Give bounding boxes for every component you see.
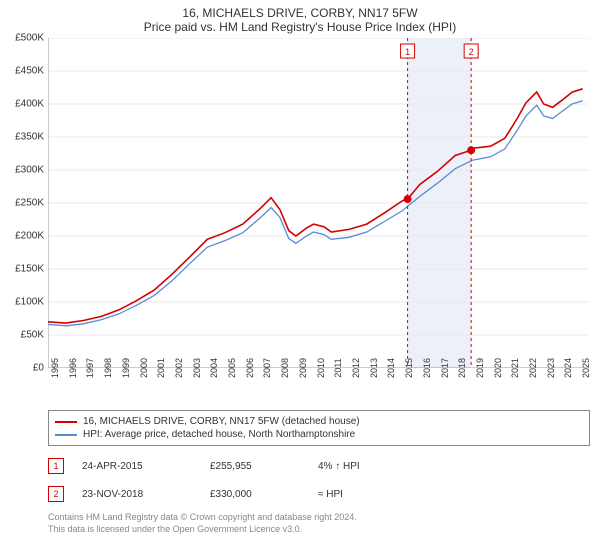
attribution-line: Contains HM Land Registry data © Crown c… <box>48 512 590 524</box>
x-axis-label: 2007 <box>260 358 272 378</box>
sale-marker-box: 2 <box>48 486 64 502</box>
x-axis-label: 2016 <box>420 358 432 378</box>
y-axis-label: £350K <box>15 132 48 143</box>
x-axis-label: 2023 <box>544 358 556 378</box>
x-axis-label: 2012 <box>349 358 361 378</box>
sale-price: £255,955 <box>210 461 300 472</box>
x-axis-label: 2010 <box>314 358 326 378</box>
y-axis-label: £400K <box>15 99 48 110</box>
y-axis-label: £450K <box>15 66 48 77</box>
sale-price: £330,000 <box>210 489 300 500</box>
sale-delta: ≈ HPI <box>318 489 343 500</box>
x-axis-label: 2014 <box>384 358 396 378</box>
x-axis-label: 2002 <box>172 358 184 378</box>
sale-date: 24-APR-2015 <box>82 461 192 472</box>
x-axis-label: 2013 <box>367 358 379 378</box>
legend-item: 16, MICHAELS DRIVE, CORBY, NN17 5FW (det… <box>55 415 583 428</box>
svg-text:2: 2 <box>469 47 474 57</box>
x-axis-label: 2019 <box>473 358 485 378</box>
y-axis-label: £0 <box>33 363 48 374</box>
x-axis-label: 2022 <box>526 358 538 378</box>
x-axis-label: 2001 <box>154 358 166 378</box>
x-axis-label: 2006 <box>243 358 255 378</box>
x-axis-label: 2018 <box>455 358 467 378</box>
legend-item: HPI: Average price, detached house, Nort… <box>55 428 583 441</box>
x-axis-label: 1995 <box>48 358 60 378</box>
chart-container: 16, MICHAELS DRIVE, CORBY, NN17 5FW Pric… <box>0 0 600 560</box>
y-axis-label: £250K <box>15 198 48 209</box>
x-axis-label: 2020 <box>491 358 503 378</box>
y-axis-label: £50K <box>21 330 48 341</box>
x-axis-label: 2017 <box>438 358 450 378</box>
sale-delta: 4% ↑ HPI <box>318 461 360 472</box>
sale-date: 23-NOV-2018 <box>82 489 192 500</box>
x-axis-label: 2021 <box>508 358 520 378</box>
y-axis-label: £300K <box>15 165 48 176</box>
x-axis-label: 1998 <box>101 358 113 378</box>
x-axis-label: 2015 <box>402 358 414 378</box>
legend-label: HPI: Average price, detached house, Nort… <box>83 429 355 440</box>
x-axis-label: 2024 <box>561 358 573 378</box>
y-axis-label: £150K <box>15 264 48 275</box>
x-axis-label: 2005 <box>225 358 237 378</box>
page-subtitle: Price paid vs. HM Land Registry's House … <box>0 20 600 38</box>
legend-swatch <box>55 421 77 423</box>
y-axis-label: £200K <box>15 231 48 242</box>
x-axis-label: 2003 <box>190 358 202 378</box>
x-axis-label: 2004 <box>207 358 219 378</box>
x-axis-label: 1996 <box>66 358 78 378</box>
x-axis-label: 1997 <box>83 358 95 378</box>
plot-svg: 12 <box>48 38 588 368</box>
y-axis-label: £100K <box>15 297 48 308</box>
x-axis-label: 1999 <box>119 358 131 378</box>
sale-marker-box: 1 <box>48 458 64 474</box>
svg-text:1: 1 <box>405 47 410 57</box>
attribution-line: This data is licensed under the Open Gov… <box>48 524 590 536</box>
x-axis-label: 2009 <box>296 358 308 378</box>
legend: 16, MICHAELS DRIVE, CORBY, NN17 5FW (det… <box>48 410 590 446</box>
legend-swatch <box>55 434 77 436</box>
line-chart: 12 £0£50K£100K£150K£200K£250K£300K£350K£… <box>48 38 588 368</box>
x-axis-label: 2000 <box>137 358 149 378</box>
sale-row: 1 24-APR-2015 £255,955 4% ↑ HPI <box>48 452 590 480</box>
y-axis-label: £500K <box>15 33 48 44</box>
x-axis-label: 2008 <box>278 358 290 378</box>
x-axis-label: 2011 <box>331 358 343 377</box>
attribution: Contains HM Land Registry data © Crown c… <box>48 512 590 535</box>
sale-row: 2 23-NOV-2018 £330,000 ≈ HPI <box>48 480 590 508</box>
x-axis-label: 2025 <box>579 358 591 378</box>
sales-table: 1 24-APR-2015 £255,955 4% ↑ HPI 2 23-NOV-2018… <box>48 452 590 508</box>
legend-label: 16, MICHAELS DRIVE, CORBY, NN17 5FW (det… <box>83 416 360 427</box>
page-title: 16, MICHAELS DRIVE, CORBY, NN17 5FW <box>0 0 600 20</box>
